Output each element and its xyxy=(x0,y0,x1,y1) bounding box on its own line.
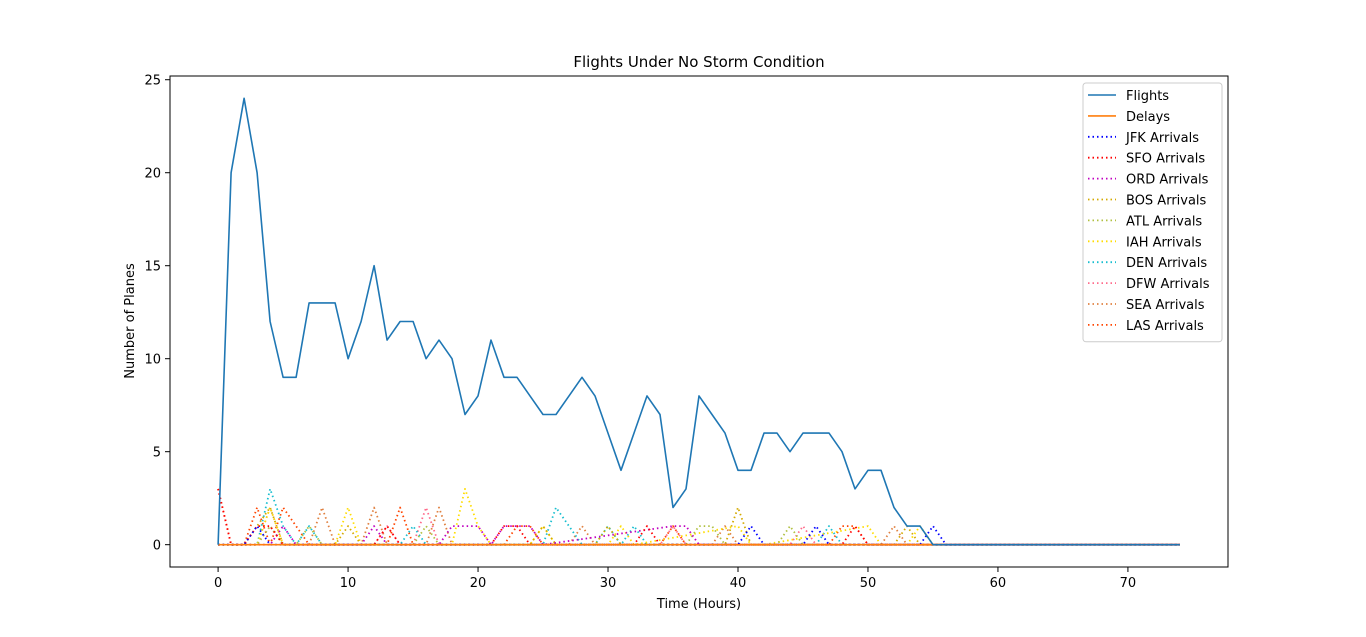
plot-area xyxy=(217,97,1180,546)
y-tick-label: 20 xyxy=(144,167,161,182)
series-line-dfw-arrivals xyxy=(218,506,1180,546)
y-axis-label: Number of Planes xyxy=(123,263,138,379)
chart-title: Flights Under No Storm Condition xyxy=(573,53,824,71)
x-axis-label: Time (Hours) xyxy=(656,597,741,612)
legend-label: DEN Arrivals xyxy=(1126,256,1207,271)
x-tick-label: 10 xyxy=(340,576,357,591)
y-tick-label: 10 xyxy=(144,353,161,368)
legend-label: ATL Arrivals xyxy=(1126,214,1202,229)
legend-label: Flights xyxy=(1126,89,1169,104)
legend-label: LAS Arrivals xyxy=(1126,319,1204,334)
x-tick-label: 70 xyxy=(1120,576,1137,591)
y-tick-label: 5 xyxy=(153,446,161,461)
series-line-flights xyxy=(217,97,1180,546)
x-tick-label: 50 xyxy=(860,576,877,591)
x-tick-label: 30 xyxy=(600,576,617,591)
x-tick-label: 0 xyxy=(214,576,222,591)
axes-frame xyxy=(169,75,1229,568)
legend-label: DFW Arrivals xyxy=(1126,277,1210,292)
legend-label: SFO Arrivals xyxy=(1126,152,1205,167)
y-tick-label: 15 xyxy=(144,260,161,275)
legend: Flights Delays JFK Arrivals SFO Arrivals ORD… xyxy=(1082,82,1223,343)
legend-label: IAH Arrivals xyxy=(1126,235,1202,250)
series-line-jfk-arrivals xyxy=(218,525,1180,546)
legend-box xyxy=(1082,82,1223,343)
axes: 0 10 20 30 40 50 60 70 0 5 10 15 20 25 xyxy=(144,74,1136,591)
x-tick-label: 60 xyxy=(990,576,1007,591)
legend-label: JFK Arrivals xyxy=(1125,131,1199,146)
x-tick-label: 20 xyxy=(470,576,487,591)
legend-label: SEA Arrivals xyxy=(1126,298,1205,313)
y-tick-label: 0 xyxy=(153,539,161,554)
legend-label: ORD Arrivals xyxy=(1126,173,1209,188)
series-line-iah-arrivals xyxy=(218,487,1180,546)
y-tick-label: 25 xyxy=(144,74,161,89)
legend-label: BOS Arrivals xyxy=(1126,194,1207,209)
legend-label: Delays xyxy=(1126,110,1170,125)
x-tick-label: 40 xyxy=(730,576,747,591)
